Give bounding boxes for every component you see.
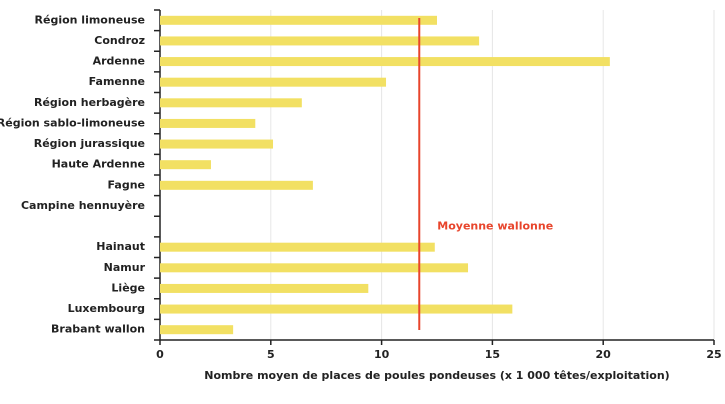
y-tick-label: Condroz xyxy=(94,34,145,47)
y-tick-label: Namur xyxy=(104,261,146,274)
bar xyxy=(160,36,480,46)
x-tick-label: 25 xyxy=(706,348,721,361)
bar xyxy=(160,139,274,149)
bar xyxy=(160,77,387,87)
x-axis-label: Nombre moyen de places de poules pondeus… xyxy=(204,369,669,382)
y-tick-label: Haute Ardenne xyxy=(52,158,145,171)
reference-label: Moyenne wallonne xyxy=(437,220,553,233)
bar xyxy=(160,57,610,67)
y-tick-label: Ardenne xyxy=(93,55,145,68)
bar xyxy=(160,15,437,25)
bar xyxy=(160,242,435,252)
x-tick-label: 10 xyxy=(374,348,390,361)
bar xyxy=(160,263,469,273)
bar xyxy=(160,304,513,314)
y-tick-label: Région jurassique xyxy=(34,137,145,150)
x-tick-label: 20 xyxy=(596,348,612,361)
y-tick-label: Luxembourg xyxy=(68,302,145,315)
bar xyxy=(160,98,302,108)
y-tick-label: Campine hennuyère xyxy=(21,199,145,212)
y-tick-label: Région sablo-limoneuse xyxy=(0,116,145,129)
bar xyxy=(160,180,313,190)
y-tick-label: Famenne xyxy=(89,75,145,88)
y-tick-label: Région herbagère xyxy=(34,96,145,109)
bar xyxy=(160,325,234,335)
x-tick-label: 0 xyxy=(156,348,164,361)
y-tick-label: Hainaut xyxy=(96,240,145,253)
y-tick-label: Brabant wallon xyxy=(51,323,145,336)
x-tick-label: 5 xyxy=(267,348,275,361)
y-tick-label: Fagne xyxy=(108,178,145,191)
bar xyxy=(160,160,211,170)
y-tick-label: Liège xyxy=(111,281,145,294)
bar xyxy=(160,283,369,293)
y-tick-label: Région limoneuse xyxy=(35,13,145,26)
x-tick-label: 15 xyxy=(485,348,500,361)
bar xyxy=(160,118,256,128)
